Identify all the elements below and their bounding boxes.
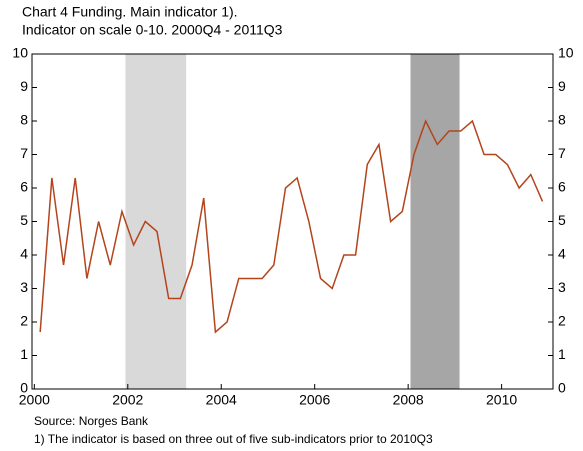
- y2-tick-label: 4: [558, 246, 566, 262]
- y-tick-label: 6: [20, 179, 28, 195]
- footnote: 1) The indicator is based on three out o…: [34, 432, 433, 446]
- y2-tick-label: 8: [558, 112, 566, 128]
- series-line: [39, 119, 544, 334]
- y2-tick-label: 5: [558, 212, 566, 228]
- y-tick-label: 4: [20, 246, 28, 262]
- y2-tick-label: 10: [558, 45, 574, 61]
- x-tick-label: 2010: [486, 392, 517, 408]
- x-tick-label: 2008: [393, 392, 424, 408]
- y2-tick-label: 2: [558, 313, 566, 329]
- chart-subtitle: Indicator on scale 0-10. 2000Q4 - 2011Q3: [22, 22, 283, 38]
- y-tick-label: 8: [20, 112, 28, 128]
- plot-frame: [31, 53, 554, 390]
- y-tick-label: 7: [20, 145, 28, 161]
- y2-tick-label: 6: [558, 179, 566, 195]
- x-tick-label: 2006: [299, 392, 330, 408]
- shaded-period: [410, 54, 460, 389]
- y-tick-label: 1: [20, 346, 28, 362]
- y-tick-label: 0: [20, 380, 28, 396]
- y-tick-label: 10: [12, 45, 28, 61]
- x-tick-label: 2000: [19, 392, 50, 408]
- x-tick-label: 2002: [112, 392, 143, 408]
- chart-title: Chart 4 Funding. Main indicator 1).: [22, 4, 238, 20]
- y2-tick-label: 1: [558, 346, 566, 362]
- y2-tick-label: 9: [558, 78, 566, 94]
- source: Source: Norges Bank: [34, 414, 149, 428]
- y-tick-label: 9: [20, 78, 28, 94]
- y-tick-label: 2: [20, 313, 28, 329]
- x-tick-label: 2004: [206, 392, 237, 408]
- y-tick-label: 3: [20, 279, 28, 295]
- y2-tick-label: 7: [558, 145, 566, 161]
- y2-tick-label: 3: [558, 279, 566, 295]
- shaded-period: [125, 54, 187, 389]
- y2-tick-label: 0: [558, 380, 566, 396]
- y-tick-label: 5: [20, 212, 28, 228]
